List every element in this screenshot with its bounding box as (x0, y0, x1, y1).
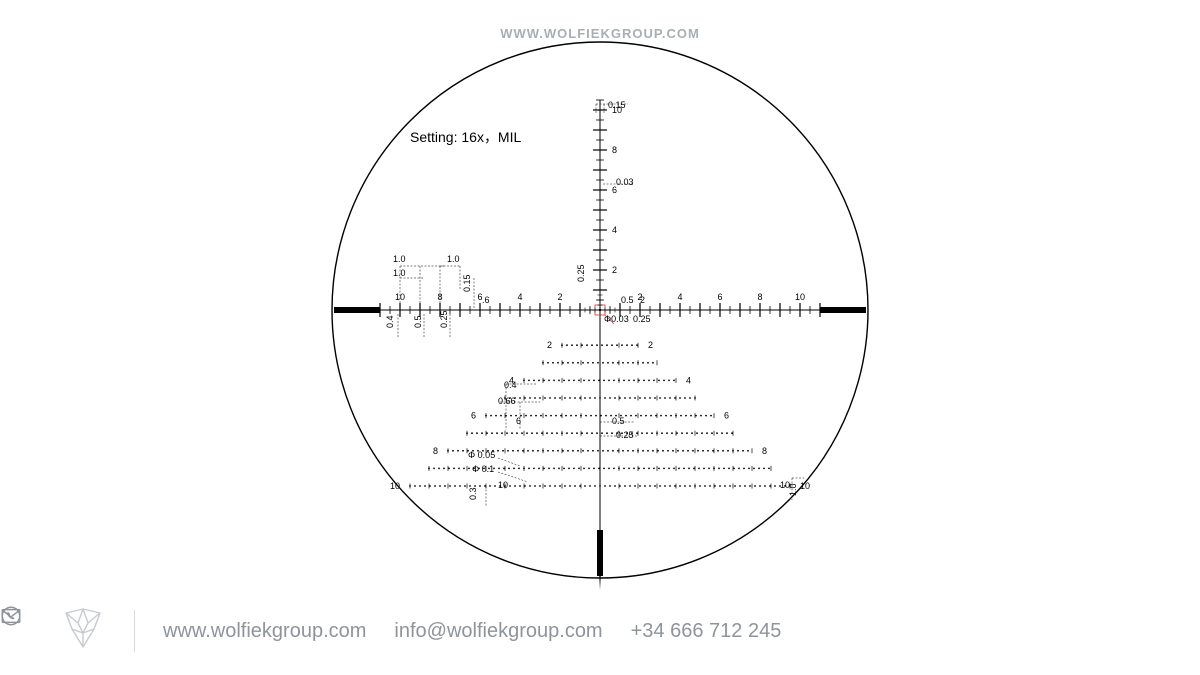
svg-text:0.3: 0.3 (468, 487, 478, 500)
svg-text:0.15: 0.15 (608, 100, 626, 110)
svg-text:2: 2 (557, 292, 562, 302)
brand-logo (60, 605, 106, 657)
svg-text:4: 4 (686, 375, 691, 385)
svg-text:1.0: 1.0 (393, 254, 406, 264)
svg-text:10: 10 (795, 292, 805, 302)
svg-text:.6: .6 (482, 295, 490, 305)
svg-text:0.25: 0.25 (633, 314, 651, 324)
svg-text:8: 8 (433, 446, 438, 456)
svg-text:8: 8 (757, 292, 762, 302)
svg-text:2: 2 (640, 295, 645, 305)
svg-text:0.03: 0.03 (616, 177, 634, 187)
footer-website: www.wolfiekgroup.com (163, 620, 366, 643)
svg-text:4: 4 (517, 292, 522, 302)
svg-text:0.25: 0.25 (439, 310, 449, 328)
svg-text:2: 2 (612, 265, 617, 275)
svg-text:0.4: 0.4 (504, 380, 517, 390)
footer-email: info@wolfiekgroup.com (394, 620, 602, 643)
svg-text:0.66: 0.66 (498, 396, 516, 406)
svg-text:0.5: 0.5 (621, 295, 634, 305)
svg-text:8: 8 (612, 145, 617, 155)
svg-text:1.0: 1.0 (393, 268, 406, 278)
svg-text:10: 10 (390, 481, 400, 491)
svg-text:2: 2 (648, 340, 653, 350)
svg-text:10: 10 (498, 480, 508, 490)
svg-text:Setting: 16x，MIL: Setting: 16x，MIL (410, 129, 521, 145)
svg-text:Φ 0.05: Φ 0.05 (468, 450, 495, 460)
svg-text:1.0: 1.0 (447, 254, 460, 264)
svg-text:0.4: 0.4 (385, 315, 395, 328)
svg-text:8: 8 (437, 292, 442, 302)
footer: www.wolfiekgroup.com info@wolfiekgroup.c… (0, 605, 1200, 657)
svg-text:6: 6 (717, 292, 722, 302)
svg-text:Φ0.03: Φ0.03 (604, 314, 629, 324)
svg-text:0.5: 0.5 (413, 315, 423, 328)
svg-text:0.15: 0.15 (462, 274, 472, 292)
svg-text:6: 6 (724, 411, 729, 421)
svg-text:Φ 0.1: Φ 0.1 (472, 464, 494, 474)
reticle-diagram: Setting: 16x，MIL108642246810246810224466… (0, 0, 1200, 610)
svg-text:10: 10 (395, 292, 405, 302)
whatsapp-icon (0, 605, 22, 627)
footer-divider (134, 610, 135, 652)
svg-text:0.25: 0.25 (576, 264, 586, 282)
svg-text:0.25: 0.25 (616, 430, 634, 440)
svg-text:0.5: 0.5 (612, 416, 625, 426)
svg-text:1.0: 1.0 (788, 483, 798, 496)
svg-text:6: 6 (516, 416, 521, 426)
website-text: www.wolfiekgroup.com (163, 620, 366, 643)
email-text: info@wolfiekgroup.com (394, 620, 602, 643)
svg-text:10: 10 (800, 481, 810, 491)
footer-phone: +34 666 712 245 (631, 620, 782, 643)
svg-text:4: 4 (677, 292, 682, 302)
phone-text: +34 666 712 245 (631, 620, 782, 643)
svg-text:4: 4 (612, 225, 617, 235)
svg-text:6: 6 (471, 411, 476, 421)
svg-text:8: 8 (762, 446, 767, 456)
svg-text:2: 2 (547, 340, 552, 350)
